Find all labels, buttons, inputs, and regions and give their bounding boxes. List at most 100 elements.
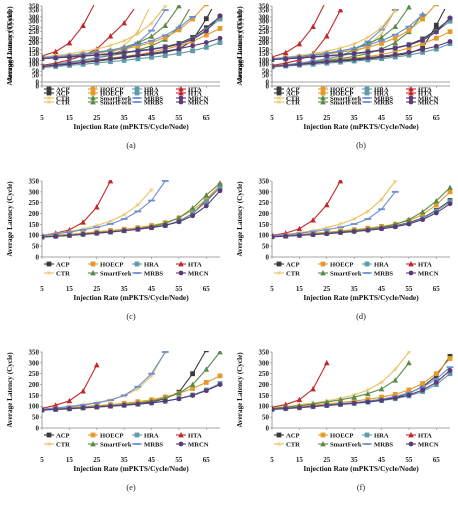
legend-marker [134,86,140,92]
data-point-smartfork [162,22,169,28]
data-point-hta [94,0,100,2]
data-point-mrcn [338,57,343,63]
data-point-mrcn [53,55,59,61]
data-point-mrcn [351,229,357,234]
legend-marker [408,261,414,267]
data-point-mrcn [176,396,182,402]
data-point-mrbs [107,49,114,51]
data-point-ctr: ✳ [365,208,371,216]
legend-label: CTR [286,442,300,449]
y-tick-label: 100 [259,232,270,240]
y-tick-label: 150 [259,392,270,400]
y-tick-label: 300 [29,13,40,21]
legend-item-mrcn: MRCN [176,96,209,103]
y-axis-label: Average Latency (Cycle) [6,10,14,86]
legend-item-mrcn: MRCN [406,442,439,449]
legend-item-smartfork: SmartFork [88,99,132,107]
data-point-hra [94,60,100,66]
legend-label: SmartFork [100,100,132,107]
data-point-mrbs [107,399,114,402]
data-point-mrcn [272,64,275,69]
legend-label: MRCN [418,96,439,103]
series-ctr: ✳✳✳✳✳✳✳✳✳✳ [42,5,168,62]
x-tick-label: 5 [270,456,274,464]
y-tick-label: 50 [32,414,40,422]
data-point-hra [217,40,223,45]
y-tick-label: 300 [29,359,40,367]
data-point-mrcn [324,231,330,237]
chart-panel-6: 0 50 100 150 200 250 300 350 5 15 25 35 45 55 65 Averag… [236,348,454,492]
panel-caption: (e) [126,483,136,492]
x-tick-label: 15 [66,285,74,293]
y-tick-label: 300 [29,17,40,25]
data-point-acp [190,371,196,377]
y-tick-label: 250 [259,199,270,207]
data-point-mrcn [283,56,289,62]
legend-label: HRA [374,87,389,94]
legend-label: CTR [286,96,300,103]
legend-label: HOECP [100,433,123,440]
legend-label: HOECP [330,262,353,269]
data-point-mrcn [272,57,275,62]
data-point-ctr: ✳ [324,224,330,232]
data-point-mrcn [272,234,275,240]
y-tick-label: 250 [29,199,40,207]
data-point-smartfork [392,23,399,30]
data-point-mrcn [121,54,127,60]
x-tick-label: 45 [148,456,156,464]
data-point-mrcn [42,56,45,61]
x-tick-label: 25 [93,456,101,464]
series-line-hta [272,5,325,58]
data-point-mrcn [53,62,59,68]
data-point-mrbs [134,385,142,388]
data-point-mrcn [217,35,223,41]
data-point-hoecp [365,396,371,402]
legend-marker [178,90,184,96]
x-tick-label: 55 [175,114,183,122]
data-point-mrcn [296,55,302,61]
data-point-hoecp [447,189,453,195]
data-point-hoecp [392,391,398,397]
data-point-mrcn [162,398,168,404]
legend-label: MRBS [374,96,393,103]
legend-label: MRBS [144,442,163,449]
legend-item-ctr: ✳ CTR [44,95,70,103]
data-point-hoecp [392,49,398,55]
data-point-acp [203,351,209,353]
x-tick-label: 65 [433,114,441,122]
x-tick-label: 35 [351,285,359,293]
data-point-mrbs [364,218,372,220]
data-point-hra [149,54,154,60]
data-point-ctr: ✳ [121,37,127,45]
legend-item-hta: HTA [176,86,202,94]
data-point-mrcn [392,52,398,57]
data-point-mrbs [134,43,142,46]
data-point-ctr: ✳ [379,24,385,32]
data-point-mrcn [135,401,141,407]
x-tick-label: 45 [378,456,386,464]
data-point-hta [324,0,330,2]
legend-item-hoecp: HOECP [88,91,123,98]
data-point-mrcn [310,404,316,409]
data-point-hra [108,59,113,65]
data-point-mrbs [93,51,101,53]
data-point-hra [447,18,453,24]
x-tick-label: 25 [93,285,101,293]
data-point-hoecp [406,387,412,393]
x-tick-label: 65 [203,114,211,122]
data-point-mrcn [365,227,371,233]
legend-item-mrcn: MRCN [176,442,209,449]
series-mrcn [272,201,453,240]
legend-item-hoecp: HOECP [88,262,123,269]
legend-marker [320,270,326,276]
y-tick-label: 250 [29,370,40,378]
data-point-mrbs [378,208,385,211]
legend-label: SmartFork [100,271,132,278]
data-point-hoecp [433,202,439,208]
legend-marker [320,86,326,92]
panel-caption: (d) [356,312,366,321]
legend-marker [134,432,140,438]
data-point-hta [282,49,289,56]
data-point-mrcn [203,40,209,45]
